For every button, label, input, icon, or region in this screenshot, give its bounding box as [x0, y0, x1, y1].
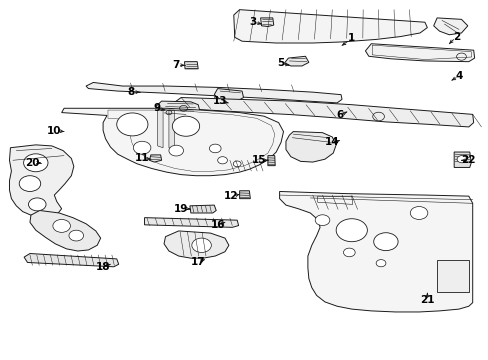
Polygon shape [365, 44, 474, 62]
Text: 8: 8 [127, 87, 135, 97]
Circle shape [69, 230, 83, 241]
Text: 19: 19 [174, 204, 188, 214]
Polygon shape [86, 82, 341, 103]
Text: 14: 14 [325, 138, 339, 147]
Polygon shape [9, 145, 74, 217]
Circle shape [172, 116, 199, 136]
Circle shape [233, 161, 241, 167]
Polygon shape [184, 62, 198, 69]
Text: 16: 16 [210, 220, 224, 230]
Circle shape [19, 176, 41, 192]
Circle shape [343, 248, 354, 257]
Text: 12: 12 [223, 191, 238, 201]
Circle shape [23, 154, 48, 172]
Text: 11: 11 [135, 153, 149, 163]
Text: 10: 10 [47, 126, 61, 135]
Text: 5: 5 [277, 58, 284, 68]
Polygon shape [61, 108, 283, 176]
Circle shape [375, 260, 385, 267]
Polygon shape [214, 89, 243, 101]
Polygon shape [163, 231, 228, 258]
Circle shape [409, 207, 427, 220]
Polygon shape [267, 156, 275, 166]
Circle shape [335, 219, 366, 242]
Text: 1: 1 [347, 33, 355, 43]
Text: 18: 18 [96, 262, 110, 272]
Text: 22: 22 [461, 155, 475, 165]
Polygon shape [30, 211, 101, 251]
Circle shape [28, 198, 46, 211]
Polygon shape [173, 98, 473, 127]
Text: 4: 4 [454, 71, 462, 81]
Polygon shape [149, 155, 161, 162]
Polygon shape [158, 110, 163, 148]
Text: 2: 2 [452, 32, 459, 41]
Polygon shape [233, 10, 427, 43]
Polygon shape [156, 101, 199, 117]
Text: 17: 17 [190, 257, 205, 267]
Polygon shape [24, 253, 119, 267]
Circle shape [117, 113, 148, 136]
Text: 3: 3 [249, 17, 256, 27]
Circle shape [168, 145, 183, 156]
Circle shape [53, 220, 70, 232]
Circle shape [191, 238, 211, 252]
Text: 13: 13 [212, 96, 227, 106]
Polygon shape [239, 191, 250, 199]
Polygon shape [285, 132, 335, 162]
Circle shape [209, 144, 221, 153]
Polygon shape [453, 152, 470, 167]
Text: 20: 20 [25, 158, 40, 168]
Text: 6: 6 [335, 111, 343, 121]
Bar [436, 260, 468, 292]
Circle shape [373, 233, 397, 251]
Circle shape [456, 156, 466, 163]
Polygon shape [279, 192, 472, 312]
Text: 9: 9 [153, 103, 160, 113]
Polygon shape [144, 218, 238, 227]
Polygon shape [168, 110, 174, 149]
Circle shape [133, 141, 151, 154]
Polygon shape [433, 18, 467, 35]
Text: 21: 21 [419, 295, 434, 305]
Polygon shape [189, 205, 216, 213]
Text: 7: 7 [172, 60, 180, 70]
Text: 15: 15 [251, 155, 266, 165]
Polygon shape [284, 56, 308, 66]
Circle shape [217, 157, 227, 164]
Circle shape [315, 215, 329, 226]
Polygon shape [260, 18, 273, 27]
